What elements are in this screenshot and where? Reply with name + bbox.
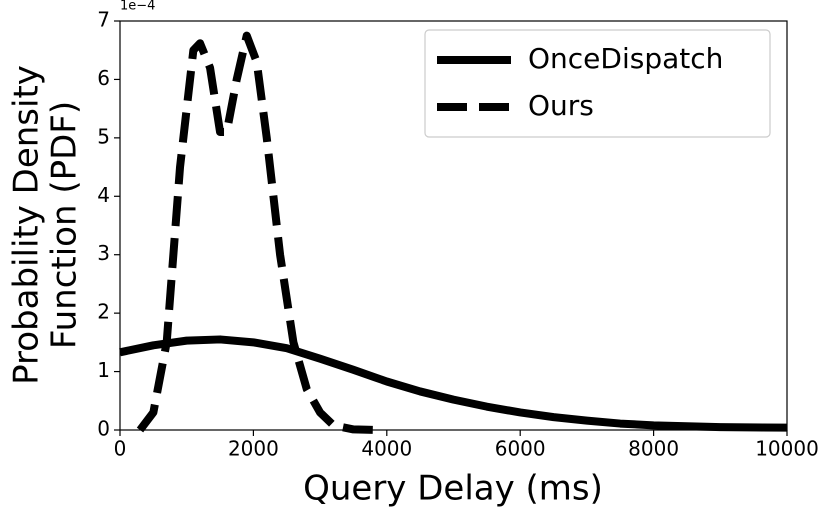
x-tick-label: 4000	[361, 437, 412, 461]
y-tick-label: 2	[97, 300, 110, 324]
x-tick-label: 8000	[628, 437, 679, 461]
y-tick-label: 4	[97, 183, 110, 207]
x-tick-label: 6000	[495, 437, 546, 461]
y-offset-label: 1e−4	[120, 0, 155, 14]
y-axis-label: Function (PDF)	[45, 101, 85, 349]
y-tick-label: 7	[97, 8, 110, 32]
y-tick-label: 0	[97, 417, 110, 441]
x-tick-label: 10000	[755, 437, 819, 461]
y-tick-label: 6	[97, 66, 110, 90]
y-tick-label: 5	[97, 124, 110, 148]
x-tick-label: 2000	[228, 437, 279, 461]
legend-box	[424, 29, 771, 138]
legend-label: Ours	[528, 89, 594, 122]
x-tick-label: 0	[114, 437, 127, 461]
legend-label: OnceDispatch	[528, 42, 723, 75]
line	[119, 335, 788, 432]
y-axis-label: Probability Density	[7, 65, 47, 385]
y-tick-label: 1	[97, 358, 110, 382]
line	[136, 31, 381, 434]
y-tick-label: 3	[97, 241, 110, 265]
plot-frame	[119, 20, 788, 431]
x-axis-label: Query Delay (ms)	[303, 469, 603, 509]
